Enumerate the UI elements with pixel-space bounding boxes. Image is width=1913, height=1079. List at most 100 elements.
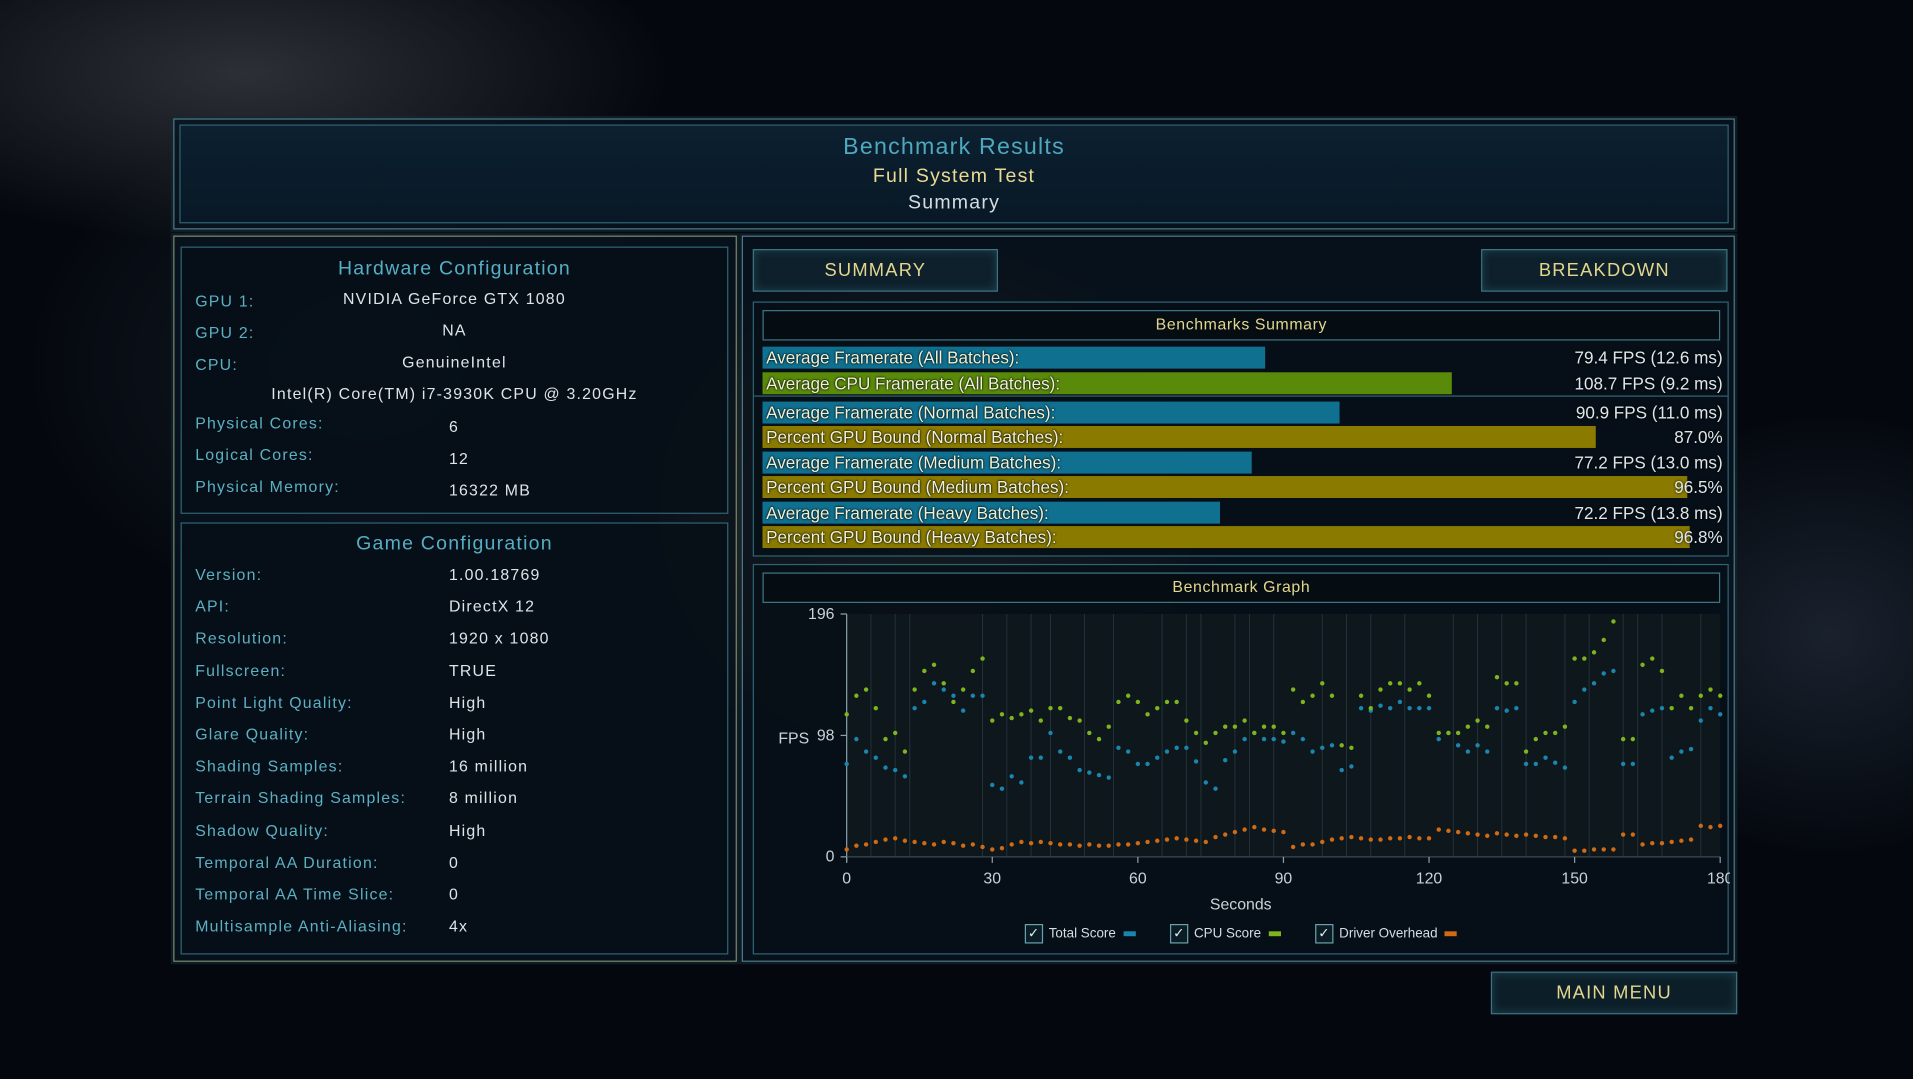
driver-overhead-point	[1611, 847, 1616, 852]
total-score-point	[1349, 764, 1354, 769]
total-score-point	[1019, 780, 1024, 785]
total-score-point	[1708, 705, 1713, 711]
total-score-point	[1329, 743, 1335, 748]
total-score-point	[1718, 712, 1723, 717]
main-menu-button[interactable]: MAIN MENU	[1490, 971, 1738, 1015]
total-score-point	[931, 681, 937, 686]
total-score-point	[1184, 745, 1189, 751]
tab-breakdown[interactable]: BREAKDOWN	[1481, 249, 1728, 292]
cpu-score-point	[1553, 730, 1558, 736]
cpu-score-point	[1378, 687, 1383, 692]
driver-overhead-point	[1465, 831, 1471, 836]
driver-overhead-point	[1417, 836, 1422, 841]
total-score-point	[1310, 749, 1315, 754]
y-tick-label: 0	[826, 849, 835, 866]
cpu-score-point	[1271, 724, 1276, 729]
driver-overhead-point	[1290, 844, 1296, 850]
driver-overhead-point	[893, 836, 898, 841]
total-score-point	[902, 774, 908, 779]
game-row-label: Temporal AA Time Slice:	[195, 884, 395, 904]
driver-overhead-point	[1669, 839, 1674, 845]
results-panel: SUMMARY BREAKDOWN Benchmarks Summary Ave…	[741, 235, 1735, 962]
driver-overhead-point	[922, 841, 927, 846]
total-score-point	[1640, 712, 1645, 717]
cpu-score-point	[1591, 650, 1597, 655]
cpu-score-point	[1650, 656, 1655, 661]
summary-row: Average Framerate (All Batches): 79.4 FPS…	[762, 346, 1723, 369]
cpu-score-point	[1232, 724, 1238, 729]
cpu-score-point	[1708, 687, 1713, 692]
cpu-score-point	[1698, 693, 1703, 698]
cpu-score-point	[863, 687, 869, 692]
total-score-point	[912, 705, 917, 711]
legend-swatch	[1123, 931, 1136, 937]
checkbox-icon[interactable]: ✓	[1314, 923, 1334, 944]
summary-row-value: 108.7 FPS (9.2 ms)	[1574, 373, 1723, 394]
game-row-value: 0	[448, 852, 460, 872]
cpu-score-point	[1242, 718, 1247, 723]
legend-item-total-score[interactable]: ✓ Total Score	[1024, 923, 1136, 944]
driver-overhead-point	[1358, 836, 1364, 841]
cpu-score-point	[1679, 693, 1684, 698]
cpu-score-point	[931, 662, 937, 667]
game-row-value: 8 million	[448, 788, 519, 808]
legend-item-cpu-score[interactable]: ✓ CPU Score	[1169, 923, 1281, 944]
hw-row-label: Physical Memory:	[195, 477, 340, 496]
hardware-config: Hardware Configuration GPU 1: NVIDIA GeF…	[180, 246, 729, 514]
total-score-point	[1688, 746, 1694, 752]
summary-bar-fill	[762, 476, 1687, 499]
checkbox-icon[interactable]: ✓	[1024, 923, 1043, 944]
total-score-point	[1116, 745, 1121, 751]
legend-item-driver-overhead[interactable]: ✓ Driver Overhead	[1314, 923, 1458, 944]
cpu-score-point	[1213, 730, 1218, 736]
cpu-score-point	[902, 749, 908, 754]
tab-summary[interactable]: SUMMARY	[752, 249, 998, 292]
total-score-point	[1106, 775, 1111, 780]
x-tick-label: 120	[1416, 871, 1443, 888]
checkbox-icon[interactable]: ✓	[1169, 923, 1188, 944]
game-row-label: Multisample Anti-Aliasing:	[195, 916, 408, 936]
driver-overhead-point	[844, 847, 849, 852]
config-panel: Hardware Configuration GPU 1: NVIDIA GeF…	[173, 235, 737, 962]
game-row-value: 1920 x 1080	[448, 629, 550, 648]
header-panel: Benchmark Results Full System Test Summa…	[173, 118, 1735, 230]
cpu-score-point	[1096, 736, 1102, 742]
driver-overhead-point	[1281, 829, 1286, 835]
total-score-point	[1358, 705, 1364, 711]
total-score-point	[1038, 755, 1043, 760]
game-row-value: High	[448, 820, 487, 840]
cpu-score-point	[1630, 736, 1636, 742]
total-score-point	[1300, 736, 1306, 742]
summary-row-value: 77.2 FPS (13.0 ms)	[1574, 452, 1723, 473]
cpu-score-point	[1504, 681, 1509, 686]
view-label: Summary	[908, 192, 1001, 214]
driver-overhead-point	[951, 841, 956, 846]
driver-overhead-point	[1562, 836, 1568, 841]
driver-overhead-point	[931, 842, 937, 847]
cpu-score-point	[1465, 724, 1471, 729]
summary-row: Percent GPU Bound (Heavy Batches): 96.8%	[762, 526, 1723, 549]
total-score-point	[1155, 755, 1160, 760]
cpu-score-point	[970, 668, 976, 674]
total-score-point	[1135, 761, 1141, 767]
summary-row: Average Framerate (Normal Batches): 90.9 …	[762, 401, 1723, 424]
summary-bar-fill	[762, 425, 1596, 448]
total-score-point	[1494, 705, 1500, 711]
hw-row-value: 6	[448, 417, 460, 436]
game-row-label: API:	[195, 597, 231, 616]
cpu-score-point	[1417, 681, 1422, 686]
cpu-score-point	[922, 668, 927, 674]
driver-overhead-point	[1329, 837, 1335, 842]
driver-overhead-point	[1659, 841, 1665, 846]
summary-row-label: Average Framerate (Medium Batches):	[766, 452, 1062, 473]
game-row-label: Shadow Quality:	[195, 820, 329, 840]
game-row-value: 0	[448, 884, 460, 904]
total-score-point	[1125, 749, 1131, 754]
total-score-point	[1504, 708, 1509, 713]
driver-overhead-point	[1533, 833, 1538, 838]
cpu-score-point	[999, 712, 1005, 717]
total-score-point	[1290, 730, 1296, 736]
driver-overhead-point	[1436, 827, 1441, 832]
cpu-score-point	[1349, 745, 1354, 751]
